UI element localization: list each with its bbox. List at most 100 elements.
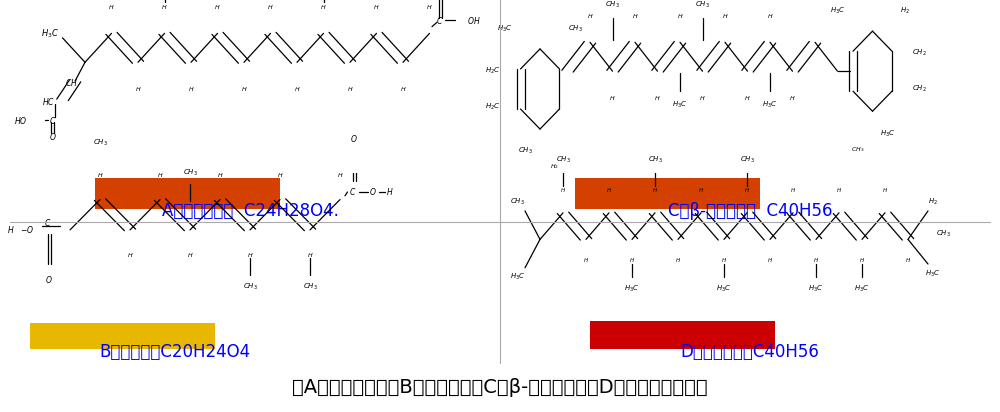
Text: $H$: $H$	[161, 2, 168, 11]
Text: $H$: $H$	[587, 12, 593, 20]
Text: $H_3C$: $H_3C$	[716, 283, 732, 294]
Text: $H$: $H$	[583, 256, 589, 264]
Text: $H_3C$: $H_3C$	[830, 6, 845, 16]
Text: $CH_3$: $CH_3$	[740, 154, 754, 165]
Text: $H_3C$: $H_3C$	[808, 283, 824, 294]
Text: $H$: $H$	[609, 94, 616, 102]
Bar	[590, 321, 775, 349]
Text: $HO$: $HO$	[14, 115, 28, 126]
Text: $H$: $H$	[698, 186, 704, 194]
Text: $O$: $O$	[369, 187, 376, 197]
Text: $H$: $H$	[217, 171, 223, 179]
Text: $H$: $H$	[188, 85, 194, 93]
Text: $H$: $H$	[744, 186, 750, 194]
Text: $H_2$: $H_2$	[550, 162, 560, 171]
Text: $CH_3$: $CH_3$	[183, 168, 197, 178]
Text: $H$: $H$	[789, 94, 796, 102]
Text: $H_2$: $H_2$	[900, 6, 910, 16]
Text: $H$: $H$	[135, 85, 141, 93]
Text: $C$: $C$	[436, 14, 443, 26]
Text: $H$: $H$	[347, 85, 353, 93]
Text: $H$: $H$	[320, 2, 327, 11]
Text: $CH_3$: $CH_3$	[556, 154, 570, 165]
Text: $H$: $H$	[767, 12, 773, 20]
Text: $H$: $H$	[836, 186, 842, 194]
Text: $H$: $H$	[426, 2, 433, 11]
Text: $H_3C$: $H_3C$	[624, 283, 640, 294]
Text: $C$: $C$	[44, 217, 51, 228]
Text: $H_2$: $H_2$	[928, 197, 938, 206]
Text: $H$: $H$	[127, 250, 133, 259]
Text: $H_3C$: $H_3C$	[925, 268, 941, 279]
Text: $CH_2$: $CH_2$	[912, 84, 927, 94]
Text: $H$: $H$	[675, 256, 681, 264]
Text: $OH$: $OH$	[467, 14, 481, 26]
Text: $H$: $H$	[294, 85, 300, 93]
Text: $CH_3$: $CH_3$	[648, 154, 662, 165]
Text: $H$: $H$	[247, 250, 253, 259]
Text: $H$: $H$	[677, 12, 683, 20]
Text: $H$: $H$	[97, 171, 103, 179]
Text: $H$: $H$	[859, 256, 865, 264]
Text: $HC$: $HC$	[42, 96, 55, 107]
Bar	[575, 178, 760, 209]
Text: $CH_3$: $CH_3$	[243, 282, 257, 292]
Text: $H$: $H$	[307, 250, 313, 259]
Bar	[95, 178, 280, 209]
Text: $CH_3$: $CH_3$	[936, 229, 950, 239]
Text: $H$: $H$	[7, 225, 15, 235]
Text: $H$: $H$	[400, 85, 406, 93]
Text: $H$: $H$	[214, 2, 221, 11]
Text: $CH_3$: $CH_3$	[518, 146, 532, 157]
Text: $H_3C$: $H_3C$	[762, 99, 778, 110]
Text: $H$: $H$	[654, 94, 661, 102]
Text: $CH_3$: $CH_3$	[851, 145, 864, 154]
Text: $H_2C$: $H_2C$	[485, 66, 500, 76]
Text: $H$: $H$	[652, 186, 658, 194]
Text: $H$: $H$	[373, 2, 380, 11]
Text: $H$: $H$	[277, 171, 283, 179]
Bar	[30, 323, 215, 349]
Text: $H$: $H$	[606, 186, 612, 194]
Text: $H$: $H$	[157, 171, 163, 179]
Text: $H$: $H$	[560, 186, 566, 194]
Text: C、β-胡萐卜素，  C40H56: C、β-胡萐卜素， C40H56	[668, 202, 832, 220]
Text: $H$: $H$	[744, 94, 751, 102]
Text: $C$: $C$	[349, 187, 356, 197]
Text: $H$: $H$	[699, 94, 706, 102]
Text: $CH_3$: $CH_3$	[510, 197, 525, 206]
Text: $H_3C$: $H_3C$	[880, 129, 895, 138]
Text: $H_3C$: $H_3C$	[510, 272, 525, 282]
Text: $O$: $O$	[45, 274, 53, 285]
Text: （A）肭脂樹紅，（B）藏紅花，（C）β-胡萐卜素，（D）番茄紅素的結構: （A）肭脂樹紅，（B）藏紅花，（C）β-胡萐卜素，（D）番茄紅素的結構	[292, 378, 708, 397]
Text: $H_3C$: $H_3C$	[497, 24, 512, 34]
Text: $H$: $H$	[882, 186, 888, 194]
Text: $H$: $H$	[629, 256, 635, 264]
Text: $O$: $O$	[350, 133, 358, 145]
Text: $CH_3$: $CH_3$	[303, 282, 317, 292]
Text: $CH_2$: $CH_2$	[912, 48, 927, 59]
Text: $C$: $C$	[49, 115, 56, 126]
Text: B、藏紅花，C20H24O4: B、藏紅花，C20H24O4	[99, 343, 251, 360]
Text: $H_2C$: $H_2C$	[485, 102, 500, 112]
Text: $H$: $H$	[632, 12, 638, 20]
Text: $H_3C$: $H_3C$	[672, 99, 688, 110]
Text: $H$: $H$	[721, 256, 727, 264]
Text: $H$: $H$	[813, 256, 819, 264]
Text: $H$: $H$	[187, 250, 193, 259]
Text: $-O$: $-O$	[20, 225, 35, 235]
Text: $H$: $H$	[337, 171, 343, 179]
Text: $CH_3$: $CH_3$	[93, 138, 107, 148]
Text: A、肭脂樹紅，  C24H28O4.: A、肭脂樹紅， C24H28O4.	[162, 202, 338, 220]
Text: $CH$: $CH$	[65, 77, 78, 88]
Text: $O$: $O$	[49, 131, 56, 142]
Text: $H_3C$: $H_3C$	[41, 27, 59, 40]
Text: $H$: $H$	[108, 2, 115, 11]
Text: $CH_3$: $CH_3$	[605, 0, 620, 9]
Text: D、番茄紅素，C40H56: D、番茄紅素，C40H56	[681, 343, 819, 360]
Text: $H_3C$: $H_3C$	[854, 283, 870, 294]
Text: $CH_3$: $CH_3$	[695, 0, 710, 9]
Text: $H$: $H$	[386, 187, 394, 197]
Text: $H$: $H$	[790, 186, 796, 194]
Text: $CH_3$: $CH_3$	[568, 24, 582, 34]
